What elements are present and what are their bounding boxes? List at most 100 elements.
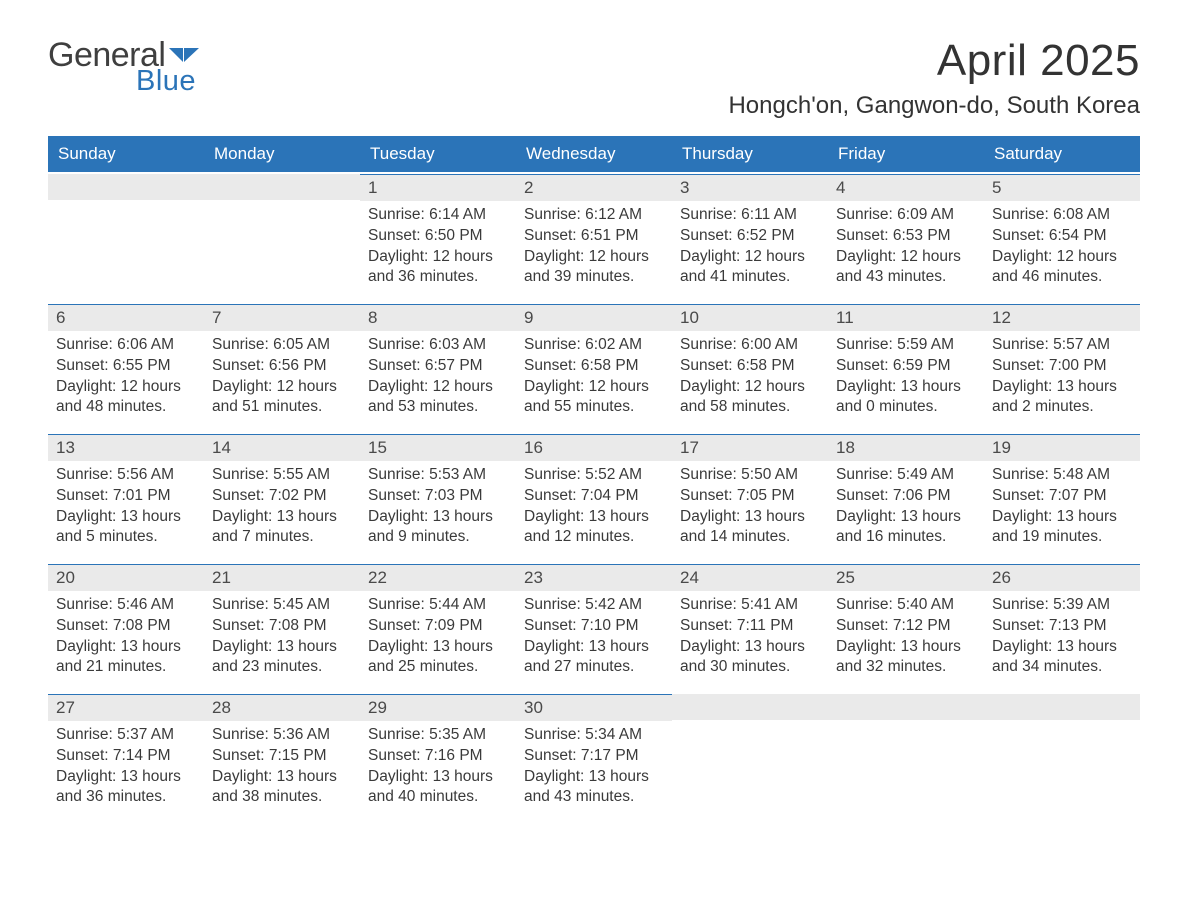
day-daylight2: and 27 minutes.	[524, 657, 664, 678]
day-content: Sunrise: 5:56 AMSunset: 7:01 PMDaylight:…	[48, 461, 204, 550]
day-daylight1: Daylight: 13 hours	[680, 507, 820, 528]
page-header: General Blue April 2025 Hongch'on, Gangw…	[48, 36, 1140, 120]
calendar-day-cell: 26Sunrise: 5:39 AMSunset: 7:13 PMDayligh…	[984, 564, 1140, 692]
title-block: April 2025 Hongch'on, Gangwon-do, South …	[728, 36, 1140, 120]
day-daylight2: and 48 minutes.	[56, 397, 196, 418]
day-daylight1: Daylight: 13 hours	[524, 507, 664, 528]
day-number: 14	[204, 435, 360, 461]
day-number: 8	[360, 305, 516, 331]
day-sunrise: Sunrise: 5:50 AM	[680, 465, 820, 486]
calendar-day-cell: 18Sunrise: 5:49 AMSunset: 7:06 PMDayligh…	[828, 434, 984, 562]
day-daylight1: Daylight: 12 hours	[524, 377, 664, 398]
day-number: 13	[48, 435, 204, 461]
weekday-header-row: Sunday Monday Tuesday Wednesday Thursday…	[48, 136, 1140, 172]
day-sunrise: Sunrise: 5:56 AM	[56, 465, 196, 486]
day-daylight1: Daylight: 13 hours	[56, 507, 196, 528]
weekday-header: Saturday	[984, 136, 1140, 172]
weekday-header: Monday	[204, 136, 360, 172]
day-number: 5	[984, 175, 1140, 201]
day-number: 23	[516, 565, 672, 591]
location-subtitle: Hongch'on, Gangwon-do, South Korea	[728, 92, 1140, 120]
day-sunset: Sunset: 7:08 PM	[56, 616, 196, 637]
calendar-day-cell: 4Sunrise: 6:09 AMSunset: 6:53 PMDaylight…	[828, 174, 984, 302]
day-daylight2: and 14 minutes.	[680, 527, 820, 548]
day-number: 3	[672, 175, 828, 201]
calendar-day-cell: 11Sunrise: 5:59 AMSunset: 6:59 PMDayligh…	[828, 304, 984, 432]
calendar-day-cell: 13Sunrise: 5:56 AMSunset: 7:01 PMDayligh…	[48, 434, 204, 562]
day-daylight1: Daylight: 13 hours	[680, 637, 820, 658]
day-daylight2: and 36 minutes.	[56, 787, 196, 808]
day-sunrise: Sunrise: 6:02 AM	[524, 335, 664, 356]
day-daylight2: and 32 minutes.	[836, 657, 976, 678]
day-content: Sunrise: 5:53 AMSunset: 7:03 PMDaylight:…	[360, 461, 516, 550]
day-daylight2: and 40 minutes.	[368, 787, 508, 808]
day-daylight1: Daylight: 13 hours	[56, 637, 196, 658]
day-sunset: Sunset: 6:51 PM	[524, 226, 664, 247]
day-content: Sunrise: 5:45 AMSunset: 7:08 PMDaylight:…	[204, 591, 360, 680]
day-daylight2: and 46 minutes.	[992, 267, 1132, 288]
day-number: 9	[516, 305, 672, 331]
day-daylight2: and 5 minutes.	[56, 527, 196, 548]
day-number: 11	[828, 305, 984, 331]
day-sunrise: Sunrise: 5:36 AM	[212, 725, 352, 746]
day-number: 27	[48, 695, 204, 721]
day-sunrise: Sunrise: 6:09 AM	[836, 205, 976, 226]
day-daylight1: Daylight: 12 hours	[368, 247, 508, 268]
day-number: 1	[360, 175, 516, 201]
day-sunset: Sunset: 6:57 PM	[368, 356, 508, 377]
day-number: 26	[984, 565, 1140, 591]
day-content: Sunrise: 5:40 AMSunset: 7:12 PMDaylight:…	[828, 591, 984, 680]
day-daylight1: Daylight: 12 hours	[212, 377, 352, 398]
day-sunrise: Sunrise: 5:35 AM	[368, 725, 508, 746]
day-sunset: Sunset: 7:15 PM	[212, 746, 352, 767]
day-sunrise: Sunrise: 6:06 AM	[56, 335, 196, 356]
day-sunset: Sunset: 7:06 PM	[836, 486, 976, 507]
day-number	[672, 694, 828, 720]
day-daylight2: and 9 minutes.	[368, 527, 508, 548]
weekday-header: Sunday	[48, 136, 204, 172]
day-content: Sunrise: 5:50 AMSunset: 7:05 PMDaylight:…	[672, 461, 828, 550]
day-sunrise: Sunrise: 6:12 AM	[524, 205, 664, 226]
day-content: Sunrise: 6:02 AMSunset: 6:58 PMDaylight:…	[516, 331, 672, 420]
day-daylight2: and 0 minutes.	[836, 397, 976, 418]
day-daylight1: Daylight: 12 hours	[56, 377, 196, 398]
day-daylight1: Daylight: 12 hours	[992, 247, 1132, 268]
day-daylight2: and 51 minutes.	[212, 397, 352, 418]
day-sunset: Sunset: 6:50 PM	[368, 226, 508, 247]
calendar-day-cell: 27Sunrise: 5:37 AMSunset: 7:14 PMDayligh…	[48, 694, 204, 822]
day-sunrise: Sunrise: 5:39 AM	[992, 595, 1132, 616]
calendar-day-cell	[672, 694, 828, 822]
day-number: 19	[984, 435, 1140, 461]
day-content: Sunrise: 5:57 AMSunset: 7:00 PMDaylight:…	[984, 331, 1140, 420]
calendar-day-cell: 7Sunrise: 6:05 AMSunset: 6:56 PMDaylight…	[204, 304, 360, 432]
day-sunrise: Sunrise: 5:45 AM	[212, 595, 352, 616]
day-sunset: Sunset: 6:52 PM	[680, 226, 820, 247]
day-number: 6	[48, 305, 204, 331]
calendar-day-cell	[828, 694, 984, 822]
day-sunrise: Sunrise: 5:41 AM	[680, 595, 820, 616]
day-content: Sunrise: 5:48 AMSunset: 7:07 PMDaylight:…	[984, 461, 1140, 550]
day-sunrise: Sunrise: 6:11 AM	[680, 205, 820, 226]
day-daylight1: Daylight: 12 hours	[368, 377, 508, 398]
day-sunrise: Sunrise: 5:57 AM	[992, 335, 1132, 356]
day-sunset: Sunset: 7:10 PM	[524, 616, 664, 637]
day-sunset: Sunset: 7:13 PM	[992, 616, 1132, 637]
day-daylight1: Daylight: 13 hours	[992, 507, 1132, 528]
day-daylight1: Daylight: 13 hours	[524, 767, 664, 788]
calendar-day-cell: 23Sunrise: 5:42 AMSunset: 7:10 PMDayligh…	[516, 564, 672, 692]
day-number: 17	[672, 435, 828, 461]
day-number: 12	[984, 305, 1140, 331]
calendar-day-cell: 30Sunrise: 5:34 AMSunset: 7:17 PMDayligh…	[516, 694, 672, 822]
day-number: 22	[360, 565, 516, 591]
calendar: Sunday Monday Tuesday Wednesday Thursday…	[48, 136, 1140, 822]
calendar-day-cell: 20Sunrise: 5:46 AMSunset: 7:08 PMDayligh…	[48, 564, 204, 692]
calendar-day-cell: 28Sunrise: 5:36 AMSunset: 7:15 PMDayligh…	[204, 694, 360, 822]
day-daylight1: Daylight: 12 hours	[836, 247, 976, 268]
day-sunset: Sunset: 7:14 PM	[56, 746, 196, 767]
day-daylight2: and 41 minutes.	[680, 267, 820, 288]
day-number: 21	[204, 565, 360, 591]
day-content: Sunrise: 5:42 AMSunset: 7:10 PMDaylight:…	[516, 591, 672, 680]
day-content: Sunrise: 5:34 AMSunset: 7:17 PMDaylight:…	[516, 721, 672, 810]
weekday-header: Tuesday	[360, 136, 516, 172]
day-daylight1: Daylight: 13 hours	[212, 637, 352, 658]
